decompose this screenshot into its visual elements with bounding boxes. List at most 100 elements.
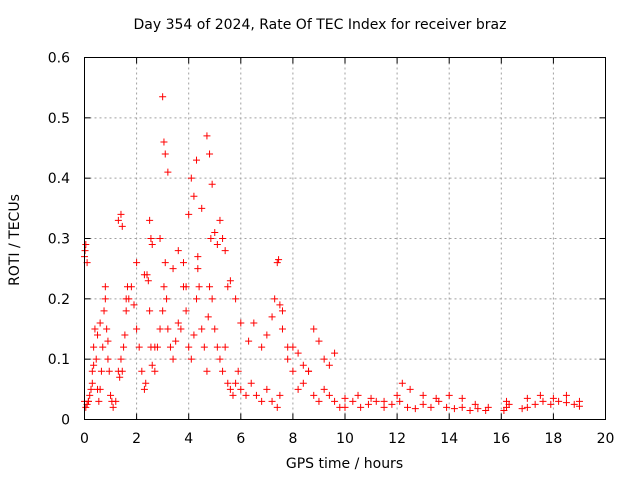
data-point [219,235,227,242]
data-point [252,391,260,399]
data-point [159,307,167,315]
data-point [219,367,227,375]
data-point [289,343,297,351]
data-point [258,343,266,351]
data-point [549,394,557,402]
data-point [198,325,206,333]
data-point [331,397,339,405]
data-point [185,343,193,351]
x-tick-label: 16 [492,431,510,447]
data-point [388,400,396,408]
data-point [203,367,211,375]
data-point [315,337,323,345]
data-point [232,295,240,303]
data-point [169,265,177,273]
data-point [87,385,95,393]
data-point [503,397,511,405]
data-point [92,355,100,363]
data-point [570,400,578,408]
data-point [118,367,126,375]
data-point [133,325,141,333]
data-point [194,265,202,273]
data-point [140,271,148,279]
data-point [232,379,240,387]
y-tick-label: 0.2 [48,292,70,308]
data-point [310,391,318,399]
data-point [273,403,281,411]
data-point [299,361,307,369]
data-point [122,295,130,303]
data-point [263,385,271,393]
data-point [273,259,281,267]
data-point [484,403,492,411]
data-point [90,361,98,369]
data-point [393,391,401,399]
data-point [237,385,245,393]
data-point [86,391,94,399]
data-point [194,253,202,261]
data-point [96,385,104,393]
data-point [419,391,427,399]
data-point [161,259,169,267]
data-point [99,343,107,351]
data-point [234,367,242,375]
data-point [104,355,112,363]
data-point [562,391,570,399]
data-point [278,307,286,315]
data-point [101,295,109,303]
data-point [160,138,168,146]
y-tick-label: 0.1 [48,352,70,368]
data-point [185,210,193,218]
data-point [242,391,250,399]
data-point [160,283,168,291]
data-point [320,355,328,363]
data-point [159,93,167,101]
data-point [458,403,466,411]
data-point [148,361,156,369]
data-point [207,235,215,242]
data-point [81,247,89,255]
data-point [523,403,531,411]
data-point [224,379,232,387]
x-tick-label: 12 [388,431,406,447]
data-point [200,343,208,351]
data-point [555,397,563,405]
data-point [325,361,333,369]
data-point [539,397,547,405]
data-point [575,397,583,405]
data-point [105,367,113,375]
data-point [138,367,146,375]
data-point [163,295,171,303]
data-point [84,397,92,405]
data-point [398,379,406,387]
data-point [411,405,419,413]
data-point [117,355,125,363]
y-tick-label: 0.3 [48,232,70,248]
data-point [146,216,154,224]
data-point [123,283,131,291]
data-point [95,397,103,405]
x-tick-label: 8 [288,431,297,447]
data-point [341,403,349,411]
data-point [147,235,155,242]
data-point [226,385,234,393]
data-point [101,283,109,291]
x-tick-label: 2 [132,431,141,447]
data-point [193,295,201,303]
data-point [144,277,152,285]
data-point [190,331,198,339]
data-point [114,216,122,224]
data-point [156,325,164,333]
y-tick-label: 0.4 [48,171,70,187]
data-point [156,235,164,242]
data-point [372,397,380,405]
data-point [164,325,172,333]
x-tick-label: 20 [597,431,615,447]
data-point [211,325,219,333]
data-point [380,403,388,411]
data-point [276,301,284,309]
data-point [271,295,279,303]
data-point [91,325,99,333]
data-point [103,325,111,333]
data-point [299,379,307,387]
